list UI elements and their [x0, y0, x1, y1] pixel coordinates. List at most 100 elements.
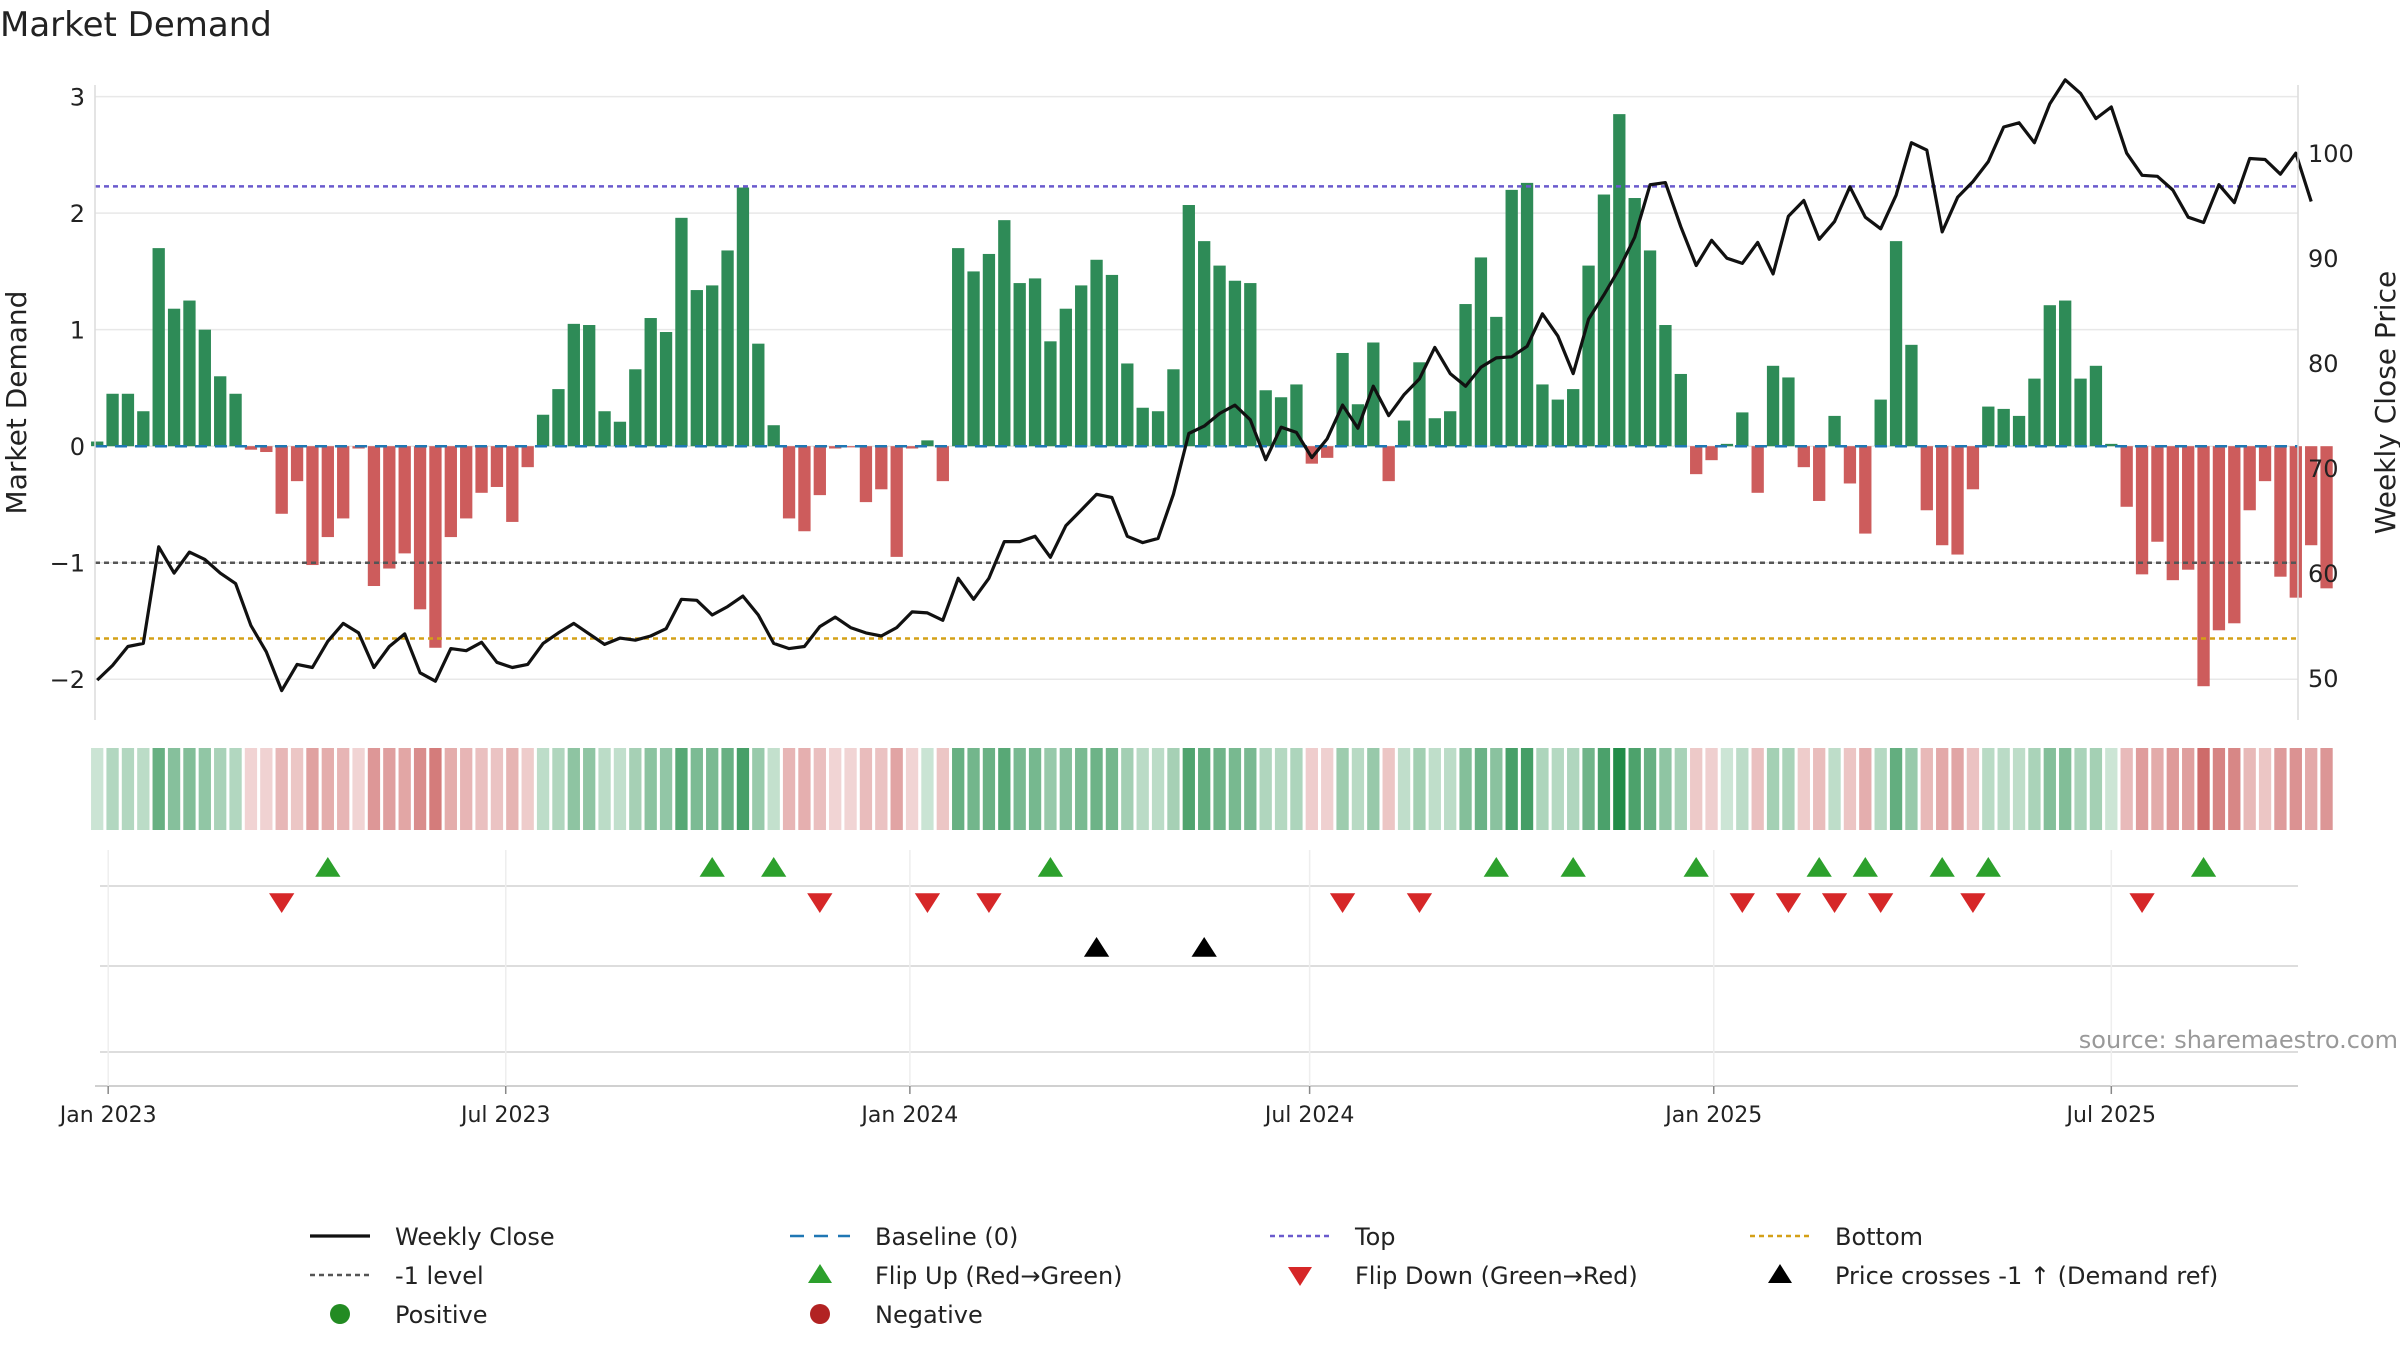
strip-cell — [1182, 748, 1195, 830]
demand-bar — [1997, 408, 2010, 447]
demand-bar — [1536, 384, 1549, 447]
demand-bar — [1782, 377, 1795, 447]
strip-cell — [214, 748, 227, 830]
strip-cell — [383, 748, 396, 830]
price-cross-marker — [1083, 937, 1110, 957]
demand-bar — [844, 446, 857, 448]
flip-down-marker — [1821, 893, 1848, 913]
strip-cell — [2197, 748, 2210, 830]
strip-cell — [659, 748, 673, 830]
legend-label: Bottom — [1835, 1223, 1923, 1251]
demand-bar — [1459, 304, 1472, 447]
strip-cell — [1274, 748, 1288, 830]
demand-bar — [1582, 265, 1595, 447]
strip-cell — [290, 748, 304, 830]
strip-cell — [1951, 748, 1964, 830]
x-tick-label: Jul 2025 — [2065, 1103, 2157, 1128]
flip-up-marker — [1929, 857, 1955, 877]
strip-cell — [782, 748, 796, 830]
demand-bar — [721, 250, 734, 447]
demand-bar — [413, 446, 427, 610]
strip-cell — [1982, 748, 1995, 830]
strip-cell — [690, 748, 703, 830]
demand-bar — [613, 421, 627, 447]
demand-bar — [1551, 399, 1564, 447]
legend-swatch-flip-down — [1288, 1267, 1312, 1286]
demand-bar — [1813, 446, 1826, 501]
demand-bar — [1105, 274, 1119, 447]
demand-bar — [1075, 285, 1088, 447]
demand-bar — [1228, 280, 1242, 447]
demand-bar — [659, 332, 673, 447]
y2-tick-label: 80 — [2308, 350, 2339, 378]
x-tick-label: Jan 2023 — [58, 1103, 157, 1128]
demand-bar — [536, 414, 550, 447]
strip-cell — [598, 748, 611, 830]
demand-bar — [1597, 194, 1611, 447]
demand-bar — [1751, 446, 1764, 493]
strip-cell — [2243, 748, 2256, 830]
demand-bar — [1013, 283, 1026, 447]
flip-up-marker — [761, 857, 787, 877]
y-tick-label: 3 — [70, 84, 85, 112]
strip-cell — [137, 748, 150, 830]
flip-up-marker — [1806, 857, 1832, 877]
demand-bar — [444, 446, 457, 538]
demand-bar — [598, 411, 611, 447]
strip-cell — [2089, 748, 2103, 830]
flip-down-marker — [1960, 893, 1986, 913]
strip-cell — [337, 748, 350, 830]
flip-up-marker — [1037, 857, 1064, 877]
y2-tick-label: 100 — [2308, 140, 2354, 168]
strip-cell — [1536, 748, 1549, 830]
strip-cell — [1367, 748, 1380, 830]
demand-bar — [1490, 316, 1503, 447]
y-tick-label: −2 — [50, 666, 85, 694]
strip-cell — [2105, 748, 2118, 830]
strip-cell — [567, 748, 580, 830]
strip-cell — [121, 748, 135, 830]
strip-cell — [167, 748, 181, 830]
y2-tick-label: 60 — [2308, 560, 2339, 588]
strip-cell — [1920, 748, 1933, 830]
y-tick-label: −1 — [50, 550, 85, 578]
demand-bar — [675, 217, 688, 447]
flip-down-marker — [1729, 893, 1755, 913]
flip-down-marker — [2129, 893, 2155, 913]
strip-cell — [1997, 748, 2010, 830]
strip-cell — [1705, 748, 1718, 830]
strip-cell — [1105, 748, 1119, 830]
demand-bar — [1044, 341, 1057, 447]
strip-cell — [1751, 748, 1764, 830]
strip-cell — [921, 748, 934, 830]
strip-cell — [306, 748, 319, 830]
strip-cell — [1336, 748, 1349, 830]
flip-down-marker — [976, 893, 1002, 913]
demand-bar — [2182, 446, 2195, 570]
demand-bar — [1167, 369, 1180, 447]
flip-up-marker — [1975, 857, 2001, 877]
strip-cell — [706, 748, 719, 830]
strip-cell — [875, 748, 888, 830]
demand-bar — [798, 446, 811, 532]
strip-cell — [1782, 748, 1795, 830]
y2-tick-label: 70 — [2308, 455, 2339, 483]
strip-cell — [752, 748, 765, 830]
weekly-close-line — [96, 78, 2313, 693]
demand-bar — [306, 446, 319, 566]
strip-cell — [1690, 748, 1703, 830]
demand-heat-strip — [91, 748, 2333, 830]
strip-cell — [767, 748, 780, 830]
demand-bar — [936, 446, 949, 482]
strip-cell — [2059, 748, 2072, 830]
strip-cell — [1397, 748, 1411, 830]
demand-bar — [1336, 352, 1349, 447]
demand-bar — [1659, 325, 1672, 447]
strip-cell — [398, 748, 411, 830]
demand-bar — [475, 446, 488, 493]
demand-bar — [429, 446, 442, 648]
flip-up-marker — [699, 857, 725, 877]
demand-bar — [1889, 241, 1903, 447]
strip-cell — [1674, 748, 1687, 830]
strip-cell — [583, 748, 596, 830]
